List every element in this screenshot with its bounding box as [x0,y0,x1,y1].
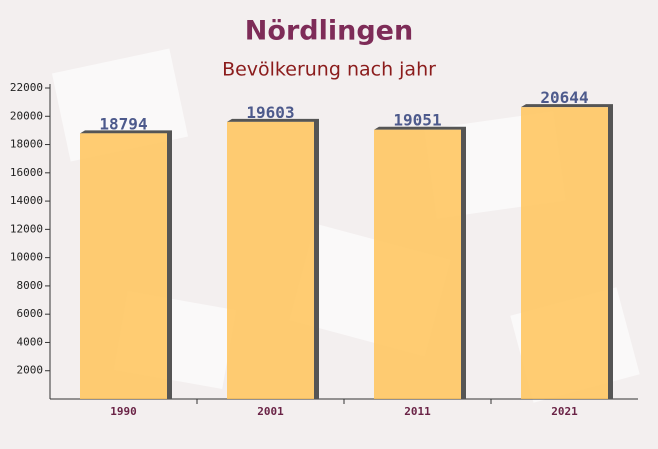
y-tick-label: 2000 [17,364,44,377]
y-tick-label: 14000 [10,194,43,207]
bar [521,107,608,399]
bar [80,133,167,400]
value-label: 18794 [99,114,147,133]
x-tick-label: 2021 [551,405,578,418]
value-label: 19603 [246,103,294,122]
x-tick-label: 1990 [110,405,137,418]
chart-subtitle: Bevölkerung nach jahr [222,59,436,81]
y-tick-label: 22000 [10,81,43,94]
bar [374,129,461,399]
x-tick-label: 2011 [404,405,431,418]
y-tick-label: 12000 [10,222,43,235]
y-tick-label: 16000 [10,166,43,179]
y-tick-label: 6000 [17,307,44,320]
y-tick-label: 4000 [17,335,44,348]
chart-title: Nördlingen [245,16,413,47]
bar [227,121,314,400]
y-tick-label: 18000 [10,138,43,151]
value-label: 20644 [540,88,588,107]
y-tick-label: 8000 [17,279,44,292]
value-label: 19051 [393,111,441,130]
x-tick-label: 2001 [257,405,284,418]
y-tick-label: 20000 [10,109,43,122]
y-tick-label: 10000 [10,251,43,264]
